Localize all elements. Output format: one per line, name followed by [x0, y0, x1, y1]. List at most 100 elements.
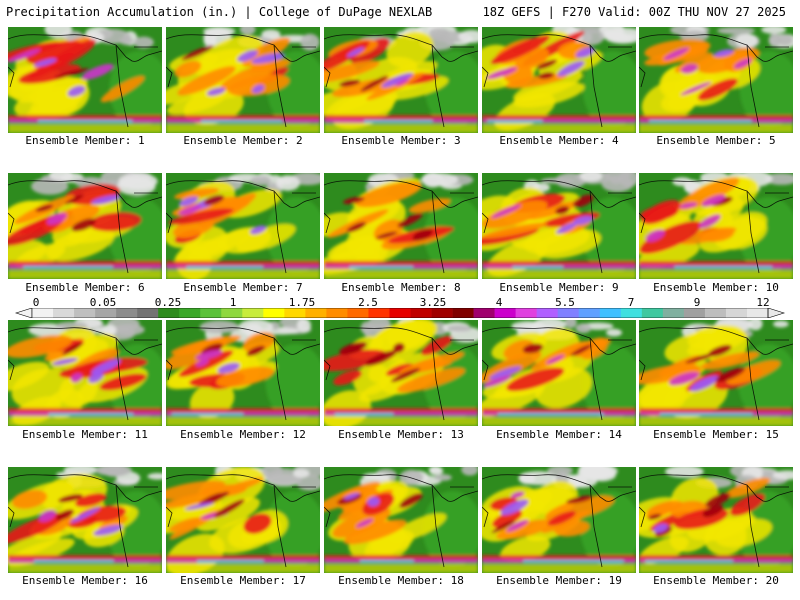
- color-scale-swatch: [389, 308, 411, 318]
- color-scale-swatch: [137, 308, 159, 318]
- color-scale-swatch: [410, 308, 432, 318]
- ensemble-map-panel: [324, 173, 478, 279]
- chart-title: Precipitation Accumulation (in.) | Colle…: [6, 5, 433, 19]
- color-scale-swatch: [683, 308, 706, 318]
- color-scale-swatch: [263, 308, 285, 318]
- precip-map: [166, 467, 320, 573]
- color-scale-swatch: [158, 308, 180, 318]
- coastline: [639, 34, 793, 128]
- ensemble-map-panel: [482, 467, 636, 573]
- color-scale-swatch: [221, 308, 243, 318]
- precip-map: [324, 173, 478, 279]
- run-valid-time: 18Z GEFS | F270 Valid: 00Z THU NOV 27 20…: [482, 5, 786, 19]
- color-scale-swatch: [452, 308, 474, 318]
- color-scale-swatch: [536, 308, 559, 318]
- color-scale-swatch: [725, 308, 748, 318]
- ensemble-map-panel: [166, 173, 320, 279]
- coastline: [482, 34, 636, 128]
- color-scale-swatch: [494, 308, 516, 318]
- color-scale-swatch: [326, 308, 348, 318]
- color-scale-swatch: [95, 308, 117, 318]
- color-scale-swatch: [473, 308, 495, 318]
- precip-map: [482, 173, 636, 279]
- color-scale-swatch: [557, 308, 580, 318]
- color-scale-tick-label: 1: [229, 296, 237, 309]
- color-scale-tick-label: 5.5: [555, 296, 575, 309]
- precip-map: [8, 467, 162, 573]
- color-scale-swatch: [641, 308, 664, 318]
- precip-map: [166, 27, 320, 133]
- coastline: [166, 474, 320, 568]
- coastline: [324, 180, 478, 274]
- ensemble-map-panel: [8, 27, 162, 133]
- ensemble-member-label: Ensemble Member: 18: [338, 574, 464, 587]
- coastline: [324, 34, 478, 128]
- precip-map: [166, 320, 320, 426]
- precip-map: [482, 27, 636, 133]
- ensemble-map-panel: [166, 27, 320, 133]
- color-scale-tick-label: 9: [693, 296, 701, 309]
- color-scale-swatch: [662, 308, 685, 318]
- coastline: [639, 327, 793, 421]
- coastline: [482, 474, 636, 568]
- color-scale-swatch: [620, 308, 643, 318]
- color-scale-swatch: [116, 308, 138, 318]
- color-scale-swatch: [431, 308, 453, 318]
- color-scale-swatch: [200, 308, 222, 318]
- ensemble-map-panel: [482, 27, 636, 133]
- precip-map: [166, 173, 320, 279]
- coastline: [324, 327, 478, 421]
- ensemble-map-panel: [639, 27, 793, 133]
- ensemble-map-panel: [8, 173, 162, 279]
- coastline: [166, 34, 320, 128]
- ensemble-member-label: Ensemble Member: 1: [25, 134, 145, 147]
- ensemble-map-panel: [166, 320, 320, 426]
- color-scale-swatch: [599, 308, 622, 318]
- ensemble-member-label: Ensemble Member: 19: [496, 574, 622, 587]
- ensemble-map-panel: [8, 467, 162, 573]
- precip-map: [639, 467, 793, 573]
- precip-map: [639, 173, 793, 279]
- coastline: [324, 474, 478, 568]
- ensemble-map-panel: [324, 320, 478, 426]
- ensemble-member-label: Ensemble Member: 8: [341, 281, 461, 294]
- color-scale-tick-label: 0: [32, 296, 40, 309]
- color-scale-swatch: [347, 308, 369, 318]
- color-scale-bar: [14, 308, 786, 318]
- coastline: [639, 474, 793, 568]
- ensemble-member-label: Ensemble Member: 11: [22, 428, 148, 441]
- color-scale-swatch: [53, 308, 75, 318]
- ensemble-map-panel: [482, 320, 636, 426]
- coastline: [8, 180, 162, 274]
- color-scale-swatch: [284, 308, 306, 318]
- color-scale-swatch: [515, 308, 537, 318]
- ensemble-member-label: Ensemble Member: 15: [653, 428, 779, 441]
- ensemble-map-panel: [324, 27, 478, 133]
- precip-map: [482, 320, 636, 426]
- coastline: [8, 327, 162, 421]
- color-scale-swatch: [368, 308, 390, 318]
- ensemble-map-panel: [639, 467, 793, 573]
- ensemble-member-label: Ensemble Member: 14: [496, 428, 622, 441]
- color-scale-tick-label: 4: [495, 296, 503, 309]
- precip-map: [639, 320, 793, 426]
- precip-map: [8, 27, 162, 133]
- color-scale-tick-label: 1.75: [288, 296, 316, 309]
- color-scale-tick-label: 0.05: [89, 296, 117, 309]
- color-scale-tick-label: 0.25: [154, 296, 182, 309]
- precip-map: [324, 320, 478, 426]
- precip-map: [639, 27, 793, 133]
- coastline: [482, 327, 636, 421]
- ensemble-member-label: Ensemble Member: 5: [656, 134, 776, 147]
- ensemble-map-panel: [324, 467, 478, 573]
- ensemble-member-label: Ensemble Member: 7: [183, 281, 303, 294]
- color-scale-swatch: [242, 308, 264, 318]
- precip-map: [8, 173, 162, 279]
- ensemble-member-label: Ensemble Member: 12: [180, 428, 306, 441]
- color-scale-legend: 0 0.05 0.25 1 1.75 2.5 3.25 4 5.5 7 9 12: [0, 296, 800, 320]
- coastline: [8, 34, 162, 128]
- color-scale-tick-label: 12: [756, 296, 770, 309]
- color-scale-ticks: 0 0.05 0.25 1 1.75 2.5 3.25 4 5.5 7 9 12: [0, 296, 800, 309]
- color-scale-tick-label: 7: [627, 296, 635, 309]
- color-scale-swatch: [578, 308, 601, 318]
